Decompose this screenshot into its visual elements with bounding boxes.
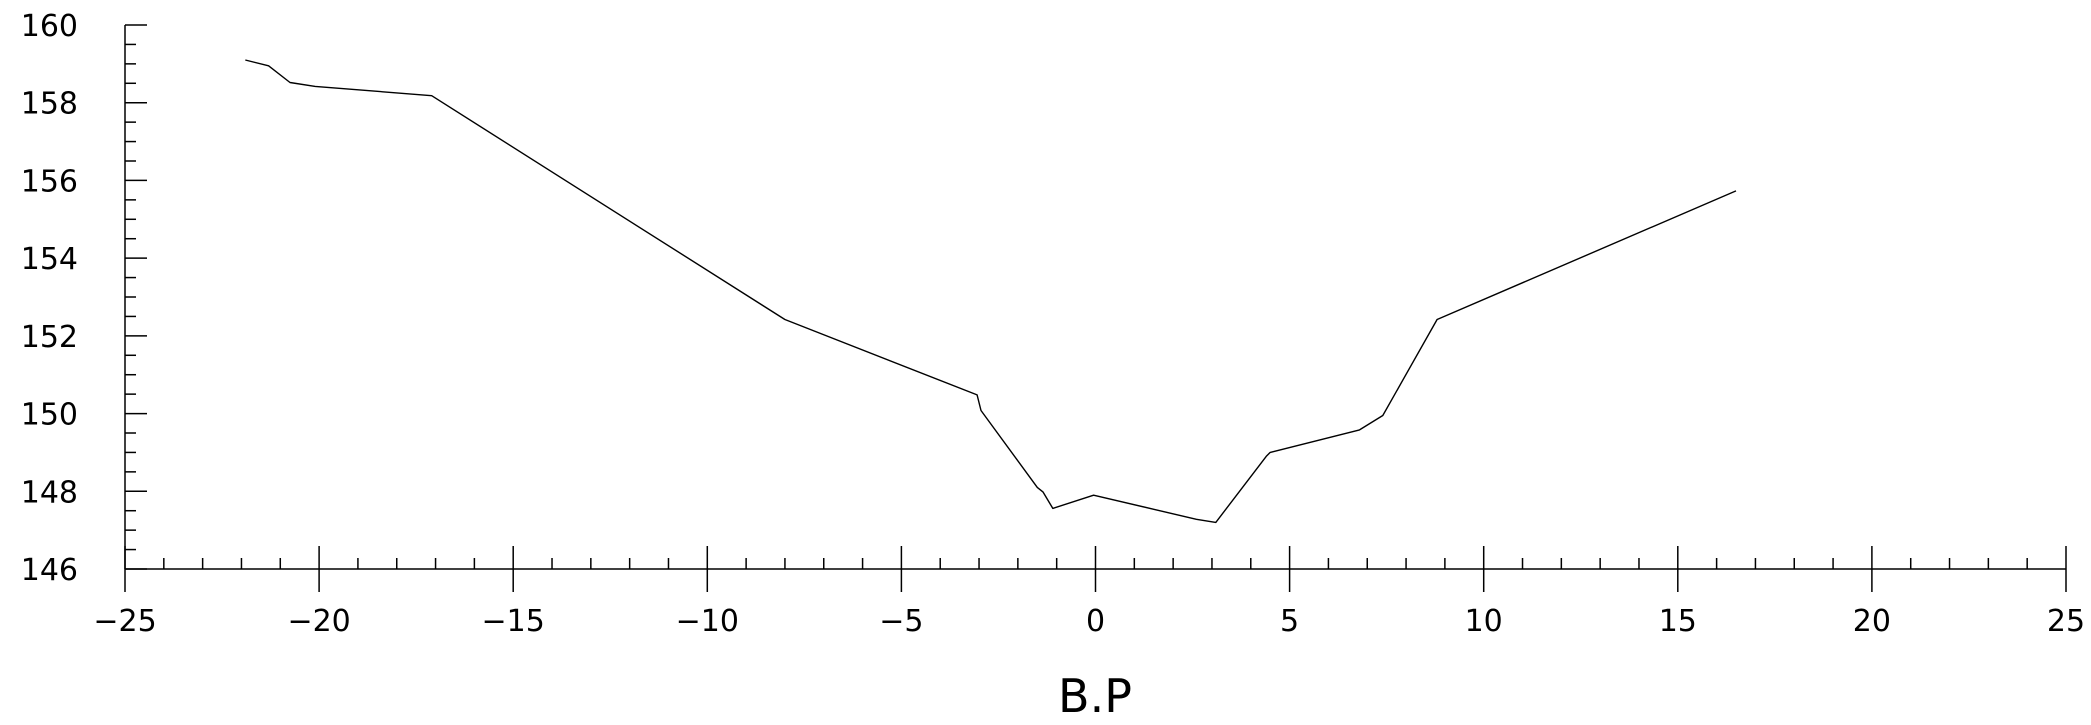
x-tick-label: −20 [287,604,350,639]
x-tick-label: −5 [879,604,923,639]
y-tick-label: 146 [21,553,78,588]
x-tick-label: −25 [93,604,156,639]
y-tick-label: 148 [21,475,78,510]
x-tick-label: −15 [482,604,545,639]
series-line [245,60,1736,522]
x-tick-label: 15 [1659,604,1697,639]
y-tick-label: 152 [21,320,78,355]
x-tick-label: 10 [1465,604,1503,639]
x-tick-label: 20 [1853,604,1891,639]
y-tick-label: 160 [21,9,78,44]
y-tick-label: 154 [21,242,78,277]
x-axis-title: B.P [1058,669,1132,723]
y-tick-label: 158 [21,87,78,122]
y-tick-label: 150 [21,398,78,433]
x-tick-label: −10 [676,604,739,639]
y-axis: 146 148 150 152 154 156 158 160 [21,9,147,588]
x-tick-label: 25 [2047,604,2085,639]
x-tick-label: 5 [1280,604,1299,639]
x-tick-label: 0 [1086,604,1105,639]
x-axis: −25 −20 −15 −10 −5 0 5 10 15 20 25 [93,546,2085,639]
series-group [245,60,1736,522]
y-tick-label: 156 [21,164,78,199]
